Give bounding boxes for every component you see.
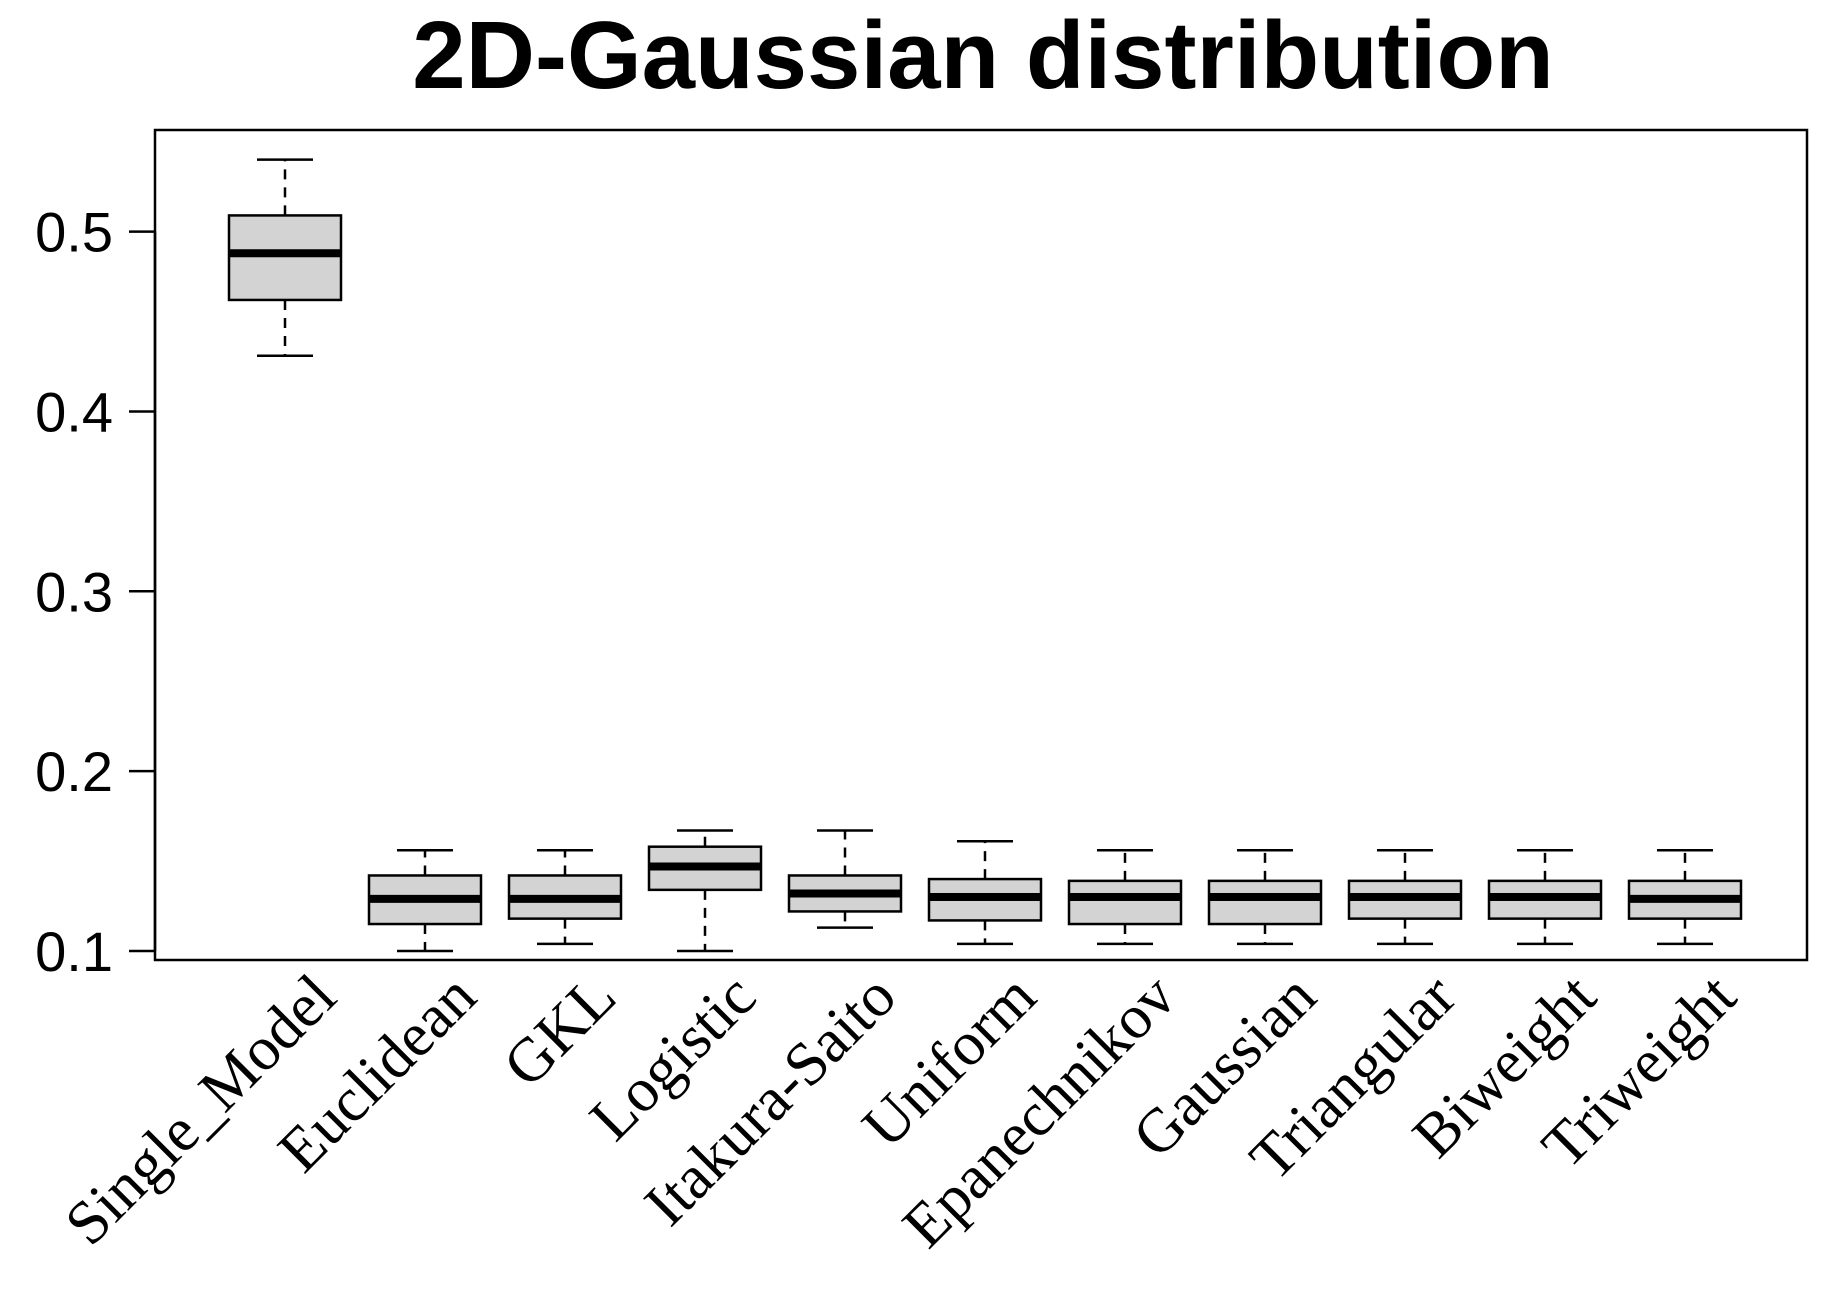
box-body: [1067, 879, 1183, 926]
box-series: [227, 158, 1743, 953]
box-logistic: [647, 829, 763, 953]
box-body: [1207, 879, 1323, 926]
y-tick-label: 0.2: [35, 740, 113, 803]
box-gkl: [507, 849, 623, 946]
y-axis: 0.1 0.2 0.3 0.4 0.5: [35, 201, 157, 983]
box-body: [227, 214, 343, 302]
box-single-model: [227, 158, 343, 357]
y-tick-label: 0.4: [35, 380, 113, 443]
box-uniform: [927, 840, 1043, 946]
plot-frame: [153, 128, 1809, 962]
chart-title: 2D-Gaussian distribution: [412, 2, 1553, 109]
box-euclidean: [367, 849, 483, 953]
box-gaussian: [1207, 849, 1323, 946]
box-epanechnikov: [1067, 849, 1183, 946]
y-tick-label: 0.1: [35, 920, 113, 983]
box-triweight: [1627, 849, 1743, 946]
box-itakura-saito: [787, 829, 903, 929]
box-biweight: [1487, 849, 1603, 946]
box-triangular: [1347, 849, 1463, 946]
y-tick-label: 0.3: [35, 560, 113, 623]
y-tick-label: 0.5: [35, 201, 113, 264]
